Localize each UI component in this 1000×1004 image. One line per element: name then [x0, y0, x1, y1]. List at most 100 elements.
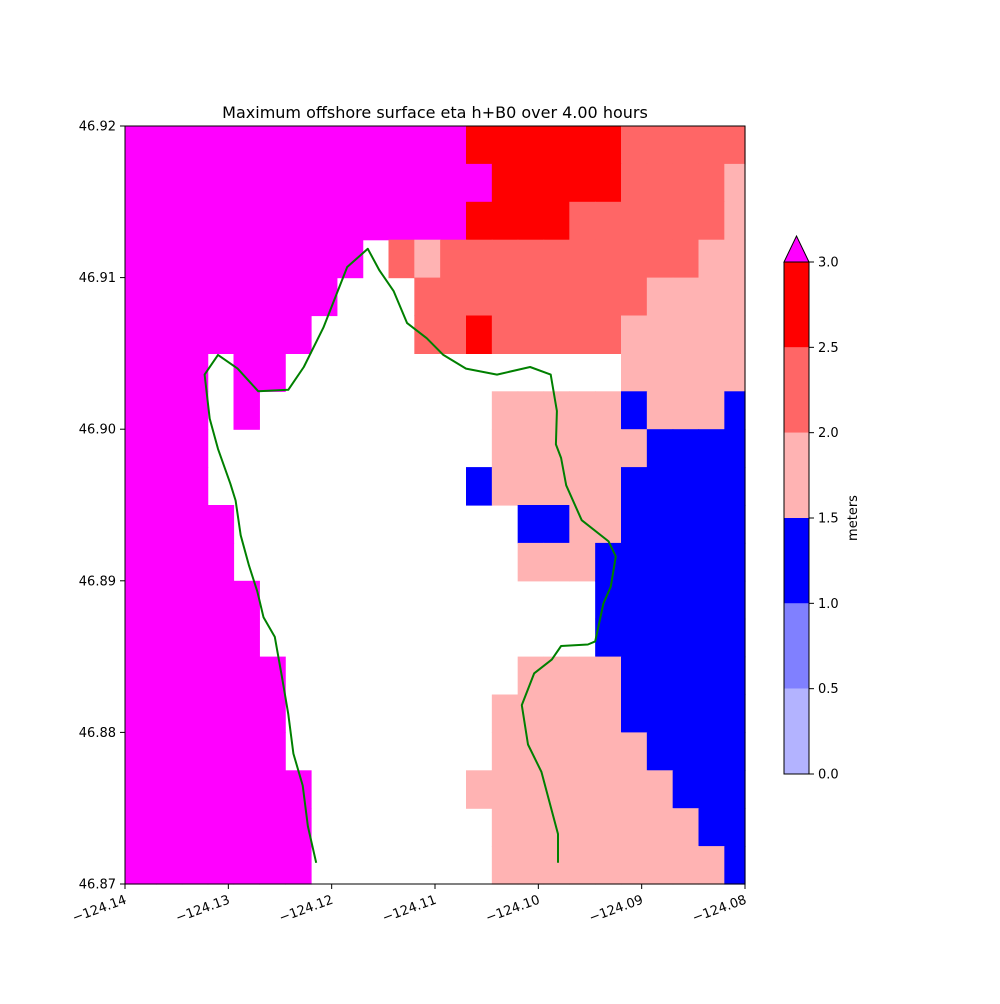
heatmap-cell	[181, 315, 209, 354]
heatmap-cell	[181, 542, 209, 582]
colorbar-level	[784, 603, 809, 689]
heatmap-cell	[646, 732, 674, 771]
y-tick-label: 46.89	[79, 574, 116, 589]
heatmap-cells	[125, 126, 746, 885]
heatmap-cell	[311, 201, 338, 241]
heatmap-cell	[621, 353, 648, 392]
heatmap-cell	[569, 163, 596, 203]
heatmap-cell	[336, 239, 364, 279]
heatmap-cell	[285, 201, 312, 241]
heatmap-cell	[517, 126, 545, 165]
heatmap-cell	[698, 618, 725, 658]
heatmap-cell	[543, 201, 570, 241]
heatmap-cell	[646, 694, 674, 733]
heatmap-cell	[181, 277, 209, 317]
heatmap-cell	[646, 656, 674, 696]
heatmap-cell	[543, 467, 570, 506]
heatmap-cell	[621, 580, 648, 620]
heatmap-cell	[156, 277, 183, 317]
heatmap-cell	[543, 163, 570, 203]
heatmap-cell	[466, 467, 493, 506]
heatmap-cell	[233, 846, 260, 885]
heatmap-cell	[621, 732, 648, 771]
heatmap-cell	[311, 239, 338, 279]
heatmap-cell	[285, 770, 312, 809]
y-tick-label: 46.90	[79, 423, 116, 438]
heatmap-cell	[517, 163, 545, 203]
x-tick-label: −124.11	[381, 893, 439, 926]
heatmap-cell	[672, 429, 700, 468]
heatmap-cell	[233, 770, 260, 809]
heatmap-cell	[491, 694, 519, 733]
heatmap-cell	[181, 618, 209, 658]
heatmap-cell	[595, 391, 622, 430]
heatmap-cell	[672, 770, 700, 809]
x-tick-label: −124.12	[277, 893, 335, 926]
heatmap-cell	[181, 126, 209, 165]
heatmap-cell	[125, 732, 157, 771]
heatmap-cell	[156, 846, 183, 885]
chart-title: Maximum offshore surface eta h+B0 over 4…	[222, 103, 648, 122]
heatmap-cell	[672, 732, 700, 771]
heatmap-cell	[125, 580, 157, 620]
heatmap-cell	[181, 808, 209, 847]
heatmap-cell	[259, 732, 286, 771]
heatmap-cell	[259, 163, 286, 203]
x-tick-label: −124.10	[484, 893, 542, 926]
heatmap-cell	[207, 163, 235, 203]
heatmap-cell	[621, 277, 648, 317]
heatmap-cell	[646, 239, 674, 279]
heatmap-cell	[621, 542, 648, 582]
heatmap-cell	[724, 618, 746, 658]
heatmap-cell	[595, 846, 622, 885]
colorbar-tick-label: 3.0	[818, 256, 839, 271]
heatmap-cell	[698, 277, 725, 317]
heatmap-cell	[569, 391, 596, 430]
heatmap-cell	[543, 694, 570, 733]
heatmap-cell	[672, 656, 700, 696]
heatmap-cell	[207, 277, 235, 317]
heatmap-cell	[569, 126, 596, 165]
heatmap-cell	[646, 163, 674, 203]
heatmap-cell	[207, 580, 235, 620]
heatmap-cell	[517, 467, 545, 506]
heatmap-cell	[181, 732, 209, 771]
heatmap-cell	[181, 770, 209, 809]
heatmap-cell	[595, 429, 622, 468]
heatmap-cell	[414, 201, 441, 241]
heatmap-cell	[156, 808, 183, 847]
heatmap-cell	[491, 808, 519, 847]
y-tick-label: 46.88	[79, 726, 116, 741]
heatmap-cell	[646, 429, 674, 468]
heatmap-cell	[724, 846, 746, 885]
heatmap-cell	[156, 239, 183, 279]
heatmap-cell	[724, 429, 746, 468]
heatmap-cell	[621, 239, 648, 279]
heatmap-cell	[724, 505, 746, 544]
heatmap-cell	[646, 315, 674, 354]
heatmap-cell	[698, 808, 725, 847]
heatmap-cell	[569, 277, 596, 317]
heatmap-cell	[259, 846, 286, 885]
heatmap-cell	[569, 505, 596, 544]
heatmap-cell	[646, 353, 674, 392]
heatmap-cell	[724, 580, 746, 620]
x-tick-label: −124.08	[691, 893, 749, 926]
heatmap-cell	[517, 846, 545, 885]
heatmap-cell	[125, 201, 157, 241]
heatmap-cell	[362, 163, 390, 203]
heatmap-cell	[388, 239, 415, 279]
heatmap-cell	[672, 201, 700, 241]
heatmap-cell	[646, 277, 674, 317]
heatmap-cell	[125, 353, 157, 392]
heatmap-cell	[181, 391, 209, 430]
heatmap-cell	[595, 163, 622, 203]
heatmap-cell	[543, 542, 570, 582]
heatmap-cell	[672, 505, 700, 544]
heatmap-cell	[569, 846, 596, 885]
heatmap-cell	[698, 467, 725, 506]
heatmap-cell	[569, 656, 596, 696]
heatmap-cell	[125, 618, 157, 658]
heatmap-cell	[181, 694, 209, 733]
heatmap-cell	[207, 315, 235, 354]
